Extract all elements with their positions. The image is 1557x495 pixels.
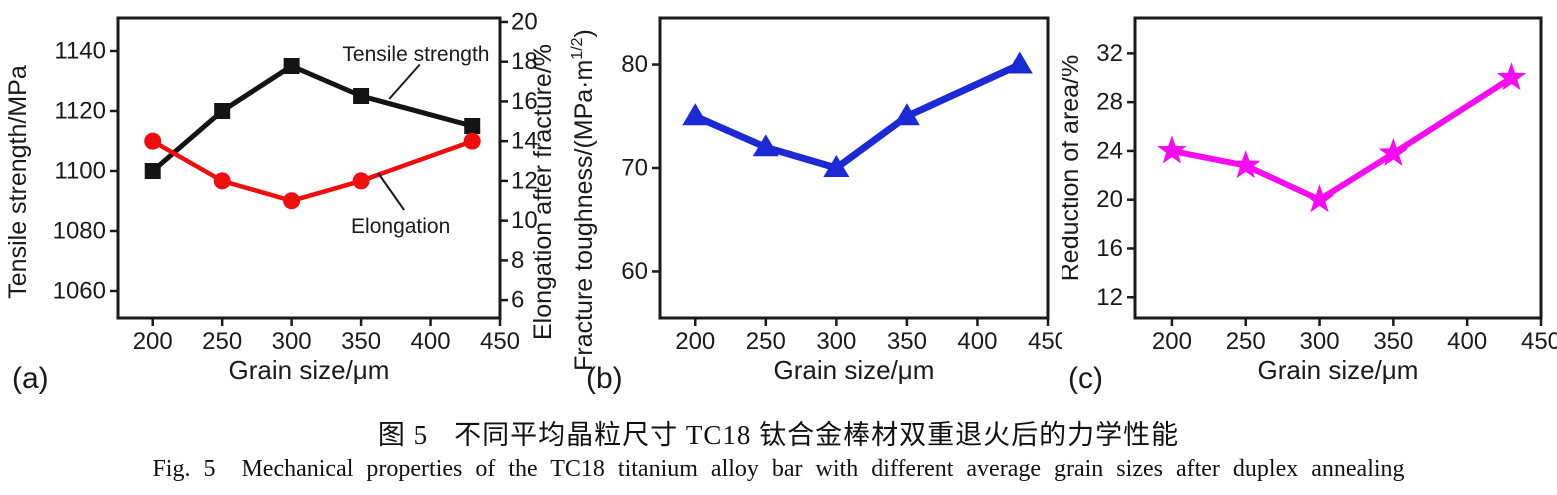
data-point-marker-triangle: [1006, 51, 1033, 74]
y-axis-tick-label: 32: [1096, 40, 1123, 67]
data-point-marker-star: [1157, 135, 1187, 164]
x-axis-tick-label: 350: [1373, 328, 1413, 355]
data-point-marker-star: [1378, 137, 1409, 166]
right-y-axis-tick-label: 20: [511, 8, 538, 35]
panel-label: (a): [12, 362, 49, 395]
data-point-marker-circle: [144, 132, 162, 150]
x-axis-tick-label: 450: [1028, 328, 1062, 355]
data-point-marker-circle: [213, 172, 231, 190]
data-point-marker-star: [1304, 184, 1335, 213]
series-line: [1168, 74, 1515, 203]
caption-en-prefix: Fig. 5: [152, 455, 216, 482]
x-axis-title: Grain size/μm: [229, 355, 390, 385]
caption-en-text: Mechanical properties of the TC18 titani…: [241, 455, 1405, 482]
x-axis-tick-label: 450: [480, 328, 520, 355]
y-axis-tick-label: 80: [621, 51, 648, 78]
chart-c-reduction-of-area: 200 250 300 350 400 450 12 16 20 24 28 32 Reduction …: [1062, 16, 1557, 395]
series-line: [691, 61, 1024, 172]
right-y-axis-title: Elongation after fracture/%: [529, 44, 557, 340]
data-point-marker-triangle: [823, 155, 850, 177]
y-axis-tick-label: 12: [1096, 284, 1123, 311]
data-point-marker-circle: [463, 132, 481, 150]
x-axis-tick-label: 200: [675, 328, 715, 355]
y-axis-title: Reduction of area/%: [1062, 55, 1084, 282]
x-axis-tick-label: 400: [411, 328, 451, 355]
y-axis-tick-label: 70: [621, 155, 648, 182]
series-annotation-label: Elongation: [351, 215, 450, 238]
data-point-marker-circle: [283, 192, 301, 210]
x-axis-tick-label: 450: [1521, 328, 1557, 355]
x-axis-tick-label: 250: [1226, 328, 1266, 355]
data-point-marker-triangle: [752, 134, 779, 157]
x-axis-tick-label: 250: [202, 328, 242, 355]
plot-border: [658, 16, 1050, 320]
panel-label: (c): [1068, 362, 1103, 395]
right-y-axis-tick-label: 6: [511, 287, 524, 314]
right-y-axis-tick-label: 12: [511, 167, 538, 194]
data-point-marker-triangle: [893, 103, 920, 126]
plot-border: [116, 16, 502, 320]
annotation-leader-line: [388, 63, 421, 100]
data-point-marker-circle: [352, 172, 370, 190]
right-y-axis-tick-label: 14: [511, 128, 538, 155]
series-line: [150, 63, 475, 174]
y-axis-tick-label: 20: [1096, 186, 1123, 213]
y-axis-tick-label: 28: [1096, 89, 1123, 116]
data-point-marker-square: [214, 103, 231, 119]
caption-chinese: 图 5 不同平均晶粒尺寸 TC18 钛合金棒材双重退火后的力学性能: [378, 413, 1179, 452]
y-axis-tick-label: 16: [1096, 235, 1123, 262]
data-point-marker-triangle: [682, 103, 709, 126]
y-axis-title: Fracture toughness/(MPa·m1/2): [569, 29, 598, 371]
panel-label: (b): [586, 362, 623, 395]
chart-a-tensile-elongation: 200 250 300 350 400 450 1060 1080 1100 1120 1140 6 8…: [4, 8, 557, 395]
caption-zh-text: 不同平均晶粒尺寸 TC18 钛合金棒材双重退火后的力学性能: [454, 419, 1180, 450]
right-y-axis-tick-label: 18: [511, 48, 538, 75]
series-annotation-label: Tensile strength: [342, 43, 489, 66]
data-point-marker-square: [464, 118, 481, 134]
data-point-marker-square: [144, 163, 161, 179]
x-axis-tick-label: 350: [341, 328, 381, 355]
right-y-axis-tick-label: 10: [511, 207, 538, 234]
x-axis-tick-label: 350: [887, 328, 927, 355]
x-axis-title: Grain size/μm: [774, 355, 935, 385]
x-axis-title: Grain size/μm: [1258, 355, 1419, 385]
charts-row: 200 250 300 350 400 450 1060 1080 1100 1120 1140 6 8…: [0, 0, 1557, 400]
y-axis-tick-label: 1080: [53, 218, 106, 245]
x-axis-tick-label: 200: [1152, 328, 1192, 355]
data-point-marker-star: [1231, 150, 1261, 179]
annotation-leader-line: [377, 172, 405, 211]
plot-border: [1133, 16, 1543, 320]
chart-panel-c: 200 250 300 350 400 450 12 16 20 24 28 32 Reduction …: [1062, 0, 1557, 400]
data-point-marker-square: [353, 88, 370, 104]
x-axis-tick-label: 300: [1300, 328, 1340, 355]
right-y-axis-tick-label: 8: [511, 247, 524, 274]
y-axis-tick-label: 60: [621, 258, 648, 285]
caption-zh-prefix: 图 5: [377, 419, 429, 450]
figure-caption: 图 5 不同平均晶粒尺寸 TC18 钛合金棒材双重退火后的力学性能 Fig. 5 M…: [0, 400, 1557, 495]
x-axis-tick-label: 250: [746, 328, 786, 355]
x-axis-tick-label: 300: [272, 328, 312, 355]
y-axis-title: Tensile strength/MPa: [4, 65, 32, 299]
data-point-marker-star: [1496, 62, 1527, 91]
x-axis-tick-label: 400: [1447, 328, 1487, 355]
chart-panel-a: 200 250 300 350 400 450 1060 1080 1100 1120 1140 6 8…: [0, 0, 562, 400]
y-axis-tick-label: 1100: [54, 158, 106, 185]
chart-panel-b: 200 250 300 350 400 450 60 70 80 Fracture toughne…: [562, 0, 1062, 400]
caption-english: Fig. 5 Mechanical properties of the TC18 …: [152, 456, 1404, 483]
x-axis-tick-label: 400: [957, 328, 997, 355]
y-axis-tick-label: 24: [1096, 137, 1123, 164]
series-line: [150, 138, 475, 204]
y-axis-tick-label: 1060: [53, 278, 106, 305]
y-axis-tick-label: 1120: [54, 98, 106, 125]
y-axis-tick-label: 1140: [54, 38, 106, 65]
chart-b-fracture-toughness: 200 250 300 350 400 450 60 70 80 Fracture toughne…: [569, 16, 1062, 395]
x-axis-tick-label: 300: [816, 328, 856, 355]
right-y-axis-tick-label: 16: [511, 88, 538, 115]
data-point-marker-square: [283, 58, 300, 74]
x-axis-tick-label: 200: [133, 328, 173, 355]
